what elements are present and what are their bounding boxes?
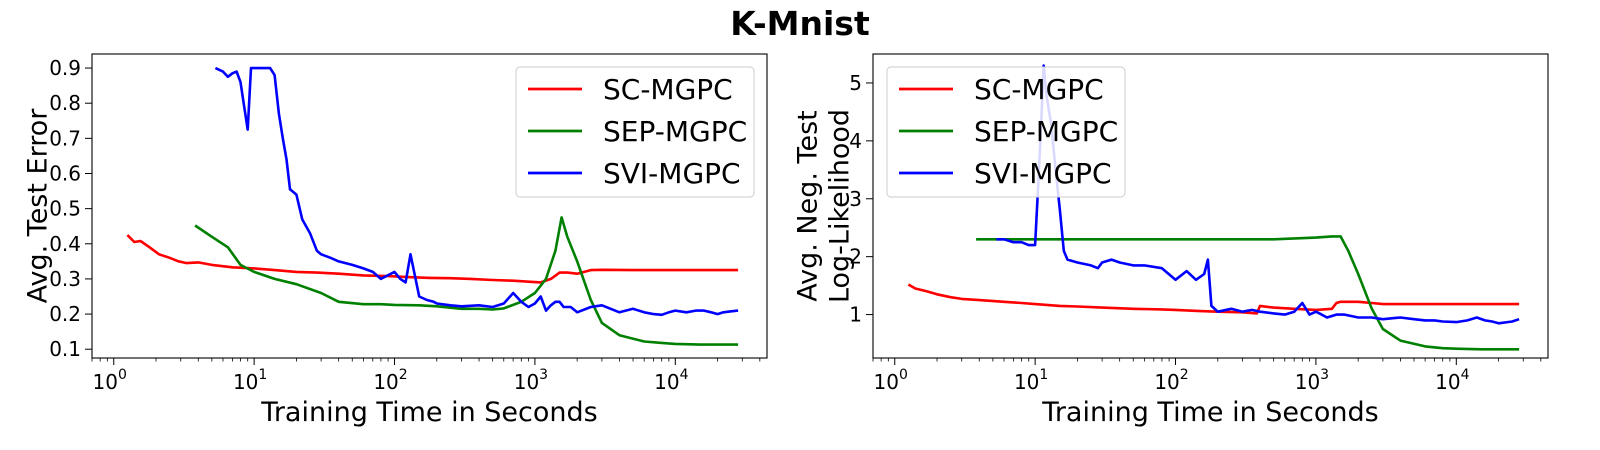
- y-tick-label: 0.8: [49, 91, 81, 115]
- y-tick-label: 0.1: [49, 337, 81, 361]
- x-axis-label: Training Time in Seconds: [260, 397, 597, 428]
- y-tick-label: 0.6: [49, 161, 81, 185]
- figure-title: K-Mnist: [730, 4, 870, 43]
- x-axis-label: Training Time in Seconds: [1041, 397, 1378, 428]
- legend-box: [886, 66, 1126, 198]
- x-tick-label: 103: [514, 367, 548, 394]
- y-tick-label: 0.4: [49, 232, 81, 256]
- legend-box: [515, 66, 755, 198]
- x-tick-label: 100: [874, 367, 908, 394]
- series-line-sep-mgpc: [976, 235, 1520, 351]
- series-line-sep-mgpc: [194, 216, 739, 346]
- y-tick-label: 0.7: [49, 126, 81, 150]
- y-tick-label: 0.3: [49, 267, 81, 291]
- y-tick-label: 0.5: [49, 197, 81, 221]
- y-tick-label: 4: [849, 129, 862, 153]
- x-tick-label: 104: [654, 367, 688, 394]
- y-axis-label: Avg. Neg. Test: [793, 110, 824, 301]
- y-tick-label: 1: [849, 303, 862, 327]
- legend-label-svi-mgpc: SVI-MGPC: [974, 157, 1112, 190]
- legend-label-sep-mgpc: SEP-MGPC: [603, 115, 747, 148]
- legend-label-sc-mgpc: SC-MGPC: [603, 73, 733, 106]
- legend: SC-MGPC SEP-MGPC SVI-MGPC: [515, 66, 755, 198]
- y-axis-label: Log-Likelihood: [825, 109, 856, 303]
- plot-frame: [872, 53, 1549, 359]
- legend-label-sc-mgpc: SC-MGPC: [974, 73, 1104, 106]
- legend-label-svi-mgpc: SVI-MGPC: [603, 157, 741, 190]
- series-line-sc-mgpc: [907, 283, 1520, 315]
- x-tick-label: 101: [1014, 367, 1048, 394]
- y-tick-label: 0.2: [49, 302, 81, 326]
- x-tick-label: 100: [93, 367, 127, 394]
- plot-frame: [91, 53, 768, 359]
- x-tick-label: 102: [373, 367, 407, 394]
- legend-label-sep-mgpc: SEP-MGPC: [974, 115, 1118, 148]
- x-tick-label: 101: [233, 367, 267, 394]
- y-tick-label: 0.9: [49, 56, 81, 80]
- y-tick-label: 2: [849, 245, 862, 269]
- x-tick-label: 103: [1295, 367, 1329, 394]
- panel-test-error: 100 101 102 103 104 0.1 0.2 0.3 0.4 0.5 0.6 0.7 0.8 0…: [23, 53, 768, 428]
- panel-neg-log-likelihood: 100 101 102 103 104 1 2 3 4 5 Training Time in Sec…: [793, 53, 1549, 428]
- y-tick-label: 5: [849, 71, 862, 95]
- series-line-svi-mgpc: [214, 66, 739, 317]
- y-axis-label: Avg. Test Error: [23, 108, 54, 304]
- x-tick-label: 102: [1154, 367, 1188, 394]
- x-tick-label: 104: [1435, 367, 1469, 394]
- y-tick-label: 3: [849, 187, 862, 211]
- legend: SC-MGPC SEP-MGPC SVI-MGPC: [886, 66, 1126, 198]
